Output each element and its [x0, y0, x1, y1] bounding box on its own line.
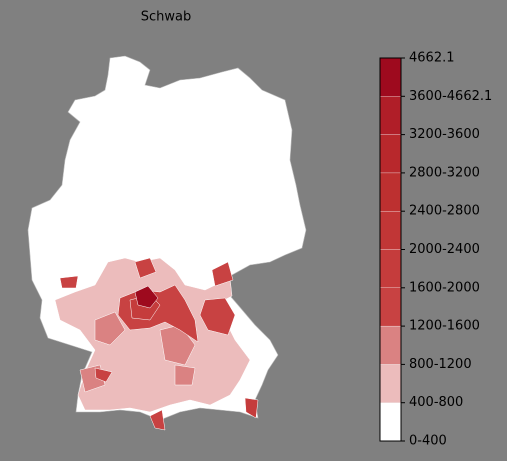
region	[174, 364, 196, 386]
colorbar-segment	[380, 402, 401, 441]
colorbar-label: 2000-2400	[409, 242, 480, 257]
regions	[54, 257, 259, 431]
colorbar-label: 3200-3600	[409, 127, 480, 142]
colorbar-segment	[379, 211, 402, 250]
colorbar-segment	[379, 57, 402, 97]
colorbar-segment	[379, 134, 402, 174]
region	[211, 261, 234, 287]
region	[134, 285, 159, 309]
colorbar-label: 400-800	[409, 395, 463, 410]
region	[94, 367, 113, 383]
colorbar-label: 2800-3200	[409, 165, 480, 180]
region	[94, 311, 126, 346]
region	[149, 409, 166, 431]
region	[199, 297, 236, 336]
colorbar-label: 800-1200	[409, 357, 472, 372]
region	[244, 397, 259, 419]
colorbar-label: 1200-1600	[409, 319, 480, 334]
colorbar-segment	[379, 325, 402, 365]
region	[134, 257, 157, 279]
map-title: Schwab	[141, 10, 192, 25]
colorbar-label: 4662.1	[409, 51, 455, 66]
colorbar-segment	[379, 96, 402, 135]
colorbar-segment	[379, 172, 402, 212]
colorbar-label: 1600-2000	[409, 280, 480, 295]
colorbar-segment	[379, 249, 402, 288]
colorbar-segment	[379, 287, 402, 327]
colorbar: 0-400 400-800 800-1200 1200-1600 1600-2000 20…	[379, 51, 492, 449]
colorbar-label: 2400-2800	[409, 204, 480, 219]
colorbar-segment	[379, 364, 402, 403]
colorbar-label: 0-400	[409, 434, 447, 449]
colorbar-label: 3600-4662.1	[409, 89, 492, 104]
region	[59, 275, 79, 289]
